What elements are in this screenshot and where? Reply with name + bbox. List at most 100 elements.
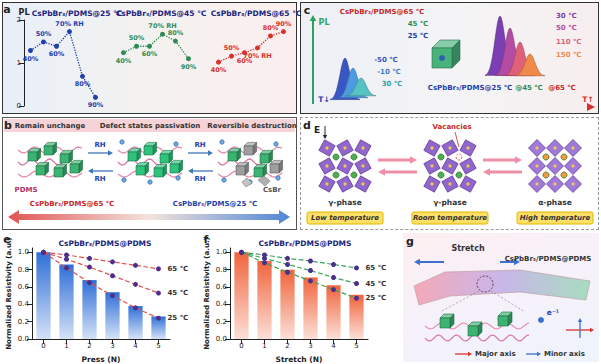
svg-text:50%: 50% (36, 30, 52, 38)
svg-text:90%: 90% (181, 63, 197, 71)
svg-text:@65 ℃: @65 ℃ (548, 84, 576, 92)
svg-text:e: e (3, 233, 10, 246)
svg-text:CsPbBr₃/PDMS@45 ℃: CsPbBr₃/PDMS@45 ℃ (116, 9, 207, 18)
svg-text:Room temperature: Room temperature (413, 214, 487, 222)
svg-text:CsPbBr₃/PDMS@PDMS: CsPbBr₃/PDMS@PDMS (259, 239, 352, 248)
svg-text:5: 5 (354, 342, 358, 350)
svg-text:-50 ℃: -50 ℃ (374, 56, 398, 64)
svg-text:Low temperature: Low temperature (311, 214, 379, 222)
svg-text:25 ℃: 25 ℃ (408, 32, 429, 40)
svg-text:0.4: 0.4 (18, 300, 30, 308)
svg-text:CsPbBr₃/PDMS@25 ℃: CsPbBr₃/PDMS@25 ℃ (428, 84, 513, 92)
svg-text:0: 0 (239, 342, 243, 350)
svg-text:5: 5 (156, 342, 160, 350)
svg-text:γ-phase: γ-phase (433, 198, 467, 207)
svg-text:T↑: T↑ (582, 95, 593, 104)
svg-text:c: c (304, 4, 311, 17)
svg-text:4: 4 (133, 342, 138, 350)
svg-text:110 ℃: 110 ℃ (556, 38, 582, 46)
svg-text:Press (N): Press (N) (82, 355, 121, 364)
svg-text:a: a (3, 3, 10, 16)
svg-text:45 ℃: 45 ℃ (408, 20, 429, 28)
svg-text:30 ℃: 30 ℃ (556, 12, 577, 20)
svg-text:25 ℃: 25 ℃ (366, 294, 387, 302)
svg-text:High temperature: High temperature (520, 214, 591, 222)
svg-text:α-phase: α-phase (538, 198, 572, 207)
svg-text:0.0: 0.0 (216, 335, 227, 343)
svg-text:50%: 50% (224, 44, 240, 52)
svg-text:3: 3 (308, 342, 312, 350)
svg-text:Major axis: Major axis (475, 350, 516, 358)
svg-text:d: d (303, 119, 311, 132)
svg-text:Defect states passivation: Defect states passivation (100, 122, 201, 130)
svg-text:25 ℃: 25 ℃ (168, 314, 189, 322)
svg-text:60%: 60% (142, 50, 158, 58)
svg-text:CsPbBr₃/PDMS@PDMS: CsPbBr₃/PDMS@PDMS (59, 239, 152, 248)
svg-text:50%: 50% (129, 34, 145, 42)
svg-text:0.4: 0.4 (216, 300, 228, 308)
svg-text:60%: 60% (49, 50, 65, 58)
svg-text:80%: 80% (168, 29, 184, 37)
svg-text:80%: 80% (75, 80, 91, 88)
svg-text:Stretch (N): Stretch (N) (276, 355, 323, 364)
svg-text:1: 1 (262, 342, 266, 350)
svg-text:0.0: 0.0 (18, 335, 29, 343)
svg-text:T↓: T↓ (318, 95, 329, 104)
svg-text:-10 ℃: -10 ℃ (377, 68, 401, 76)
svg-text:70% RH: 70% RH (55, 20, 83, 28)
svg-text:CsPbBr₃/PDMS@65 ℃: CsPbBr₃/PDMS@65 ℃ (30, 200, 115, 208)
svg-text:RH: RH (194, 175, 205, 183)
svg-text:CsPbBr₃/PDMS@25 ℃: CsPbBr₃/PDMS@25 ℃ (173, 200, 258, 208)
svg-text:3: 3 (110, 342, 114, 350)
svg-text:65 ℃: 65 ℃ (168, 265, 189, 273)
svg-text:1.0: 1.0 (18, 248, 29, 256)
svg-text:0.8: 0.8 (216, 266, 227, 274)
svg-text:Vacancies: Vacancies (432, 123, 471, 131)
svg-text:90%: 90% (276, 20, 292, 28)
svg-text:0: 0 (41, 342, 45, 350)
svg-text:0.6: 0.6 (216, 283, 228, 291)
svg-text:Reversible destruction: Reversible destruction (207, 122, 296, 130)
svg-text:0.2: 0.2 (18, 318, 29, 326)
svg-text:50 ℃: 50 ℃ (556, 24, 577, 32)
svg-text:Normalized Resistivity (a.u.): Normalized Resistivity (a.u.) (5, 237, 13, 350)
svg-text:E: E (314, 125, 320, 135)
svg-text:b: b (4, 119, 12, 132)
svg-text:4: 4 (331, 342, 336, 350)
svg-text:RH: RH (94, 141, 105, 149)
svg-text:45 ℃: 45 ℃ (168, 289, 189, 297)
svg-text:65 ℃: 65 ℃ (366, 264, 387, 272)
svg-text:0.8: 0.8 (18, 266, 29, 274)
svg-text:PL: PL (319, 18, 330, 27)
svg-text:CsPbBr₃/PDMS@65 ℃: CsPbBr₃/PDMS@65 ℃ (211, 9, 302, 18)
svg-text:40%: 40% (211, 66, 227, 74)
svg-text:1: 1 (17, 59, 21, 67)
svg-text:RH: RH (194, 141, 205, 149)
svg-text:f: f (204, 233, 209, 246)
svg-text:CsPbBr₃/PDMS@PDMS: CsPbBr₃/PDMS@PDMS (505, 255, 592, 263)
svg-text:40%: 40% (116, 57, 132, 65)
svg-text:PDMS: PDMS (15, 186, 38, 194)
svg-text:90%: 90% (88, 101, 104, 109)
svg-text:1.0: 1.0 (216, 248, 227, 256)
svg-text:@45 ℃: @45 ℃ (515, 84, 543, 92)
svg-text:0.2: 0.2 (216, 318, 227, 326)
svg-text:CsPbBr₃/PDMS@65 ℃: CsPbBr₃/PDMS@65 ℃ (340, 8, 425, 16)
svg-text:70% RH: 70% RH (243, 52, 271, 60)
svg-text:1: 1 (64, 342, 68, 350)
svg-text:CsPbBr₃/PDMS@25 ℃: CsPbBr₃/PDMS@25 ℃ (32, 9, 123, 18)
svg-text:150 ℃: 150 ℃ (556, 51, 582, 59)
svg-text:Minor axis: Minor axis (544, 350, 585, 358)
svg-text:Stretch: Stretch (451, 244, 485, 253)
svg-text:RH: RH (94, 175, 105, 183)
svg-text:Normalized Resistivity (a.u.): Normalized Resistivity (a.u.) (203, 237, 211, 350)
svg-text:2: 2 (87, 342, 91, 350)
svg-text:2: 2 (285, 342, 289, 350)
svg-text:0: 0 (17, 102, 21, 110)
svg-text:g: g (406, 235, 414, 248)
svg-text:30 ℃: 30 ℃ (382, 80, 403, 88)
svg-text:2: 2 (17, 16, 21, 24)
svg-text:γ-phase: γ-phase (328, 198, 362, 207)
svg-text:40%: 40% (23, 55, 39, 63)
svg-text:CsBr: CsBr (263, 186, 282, 194)
